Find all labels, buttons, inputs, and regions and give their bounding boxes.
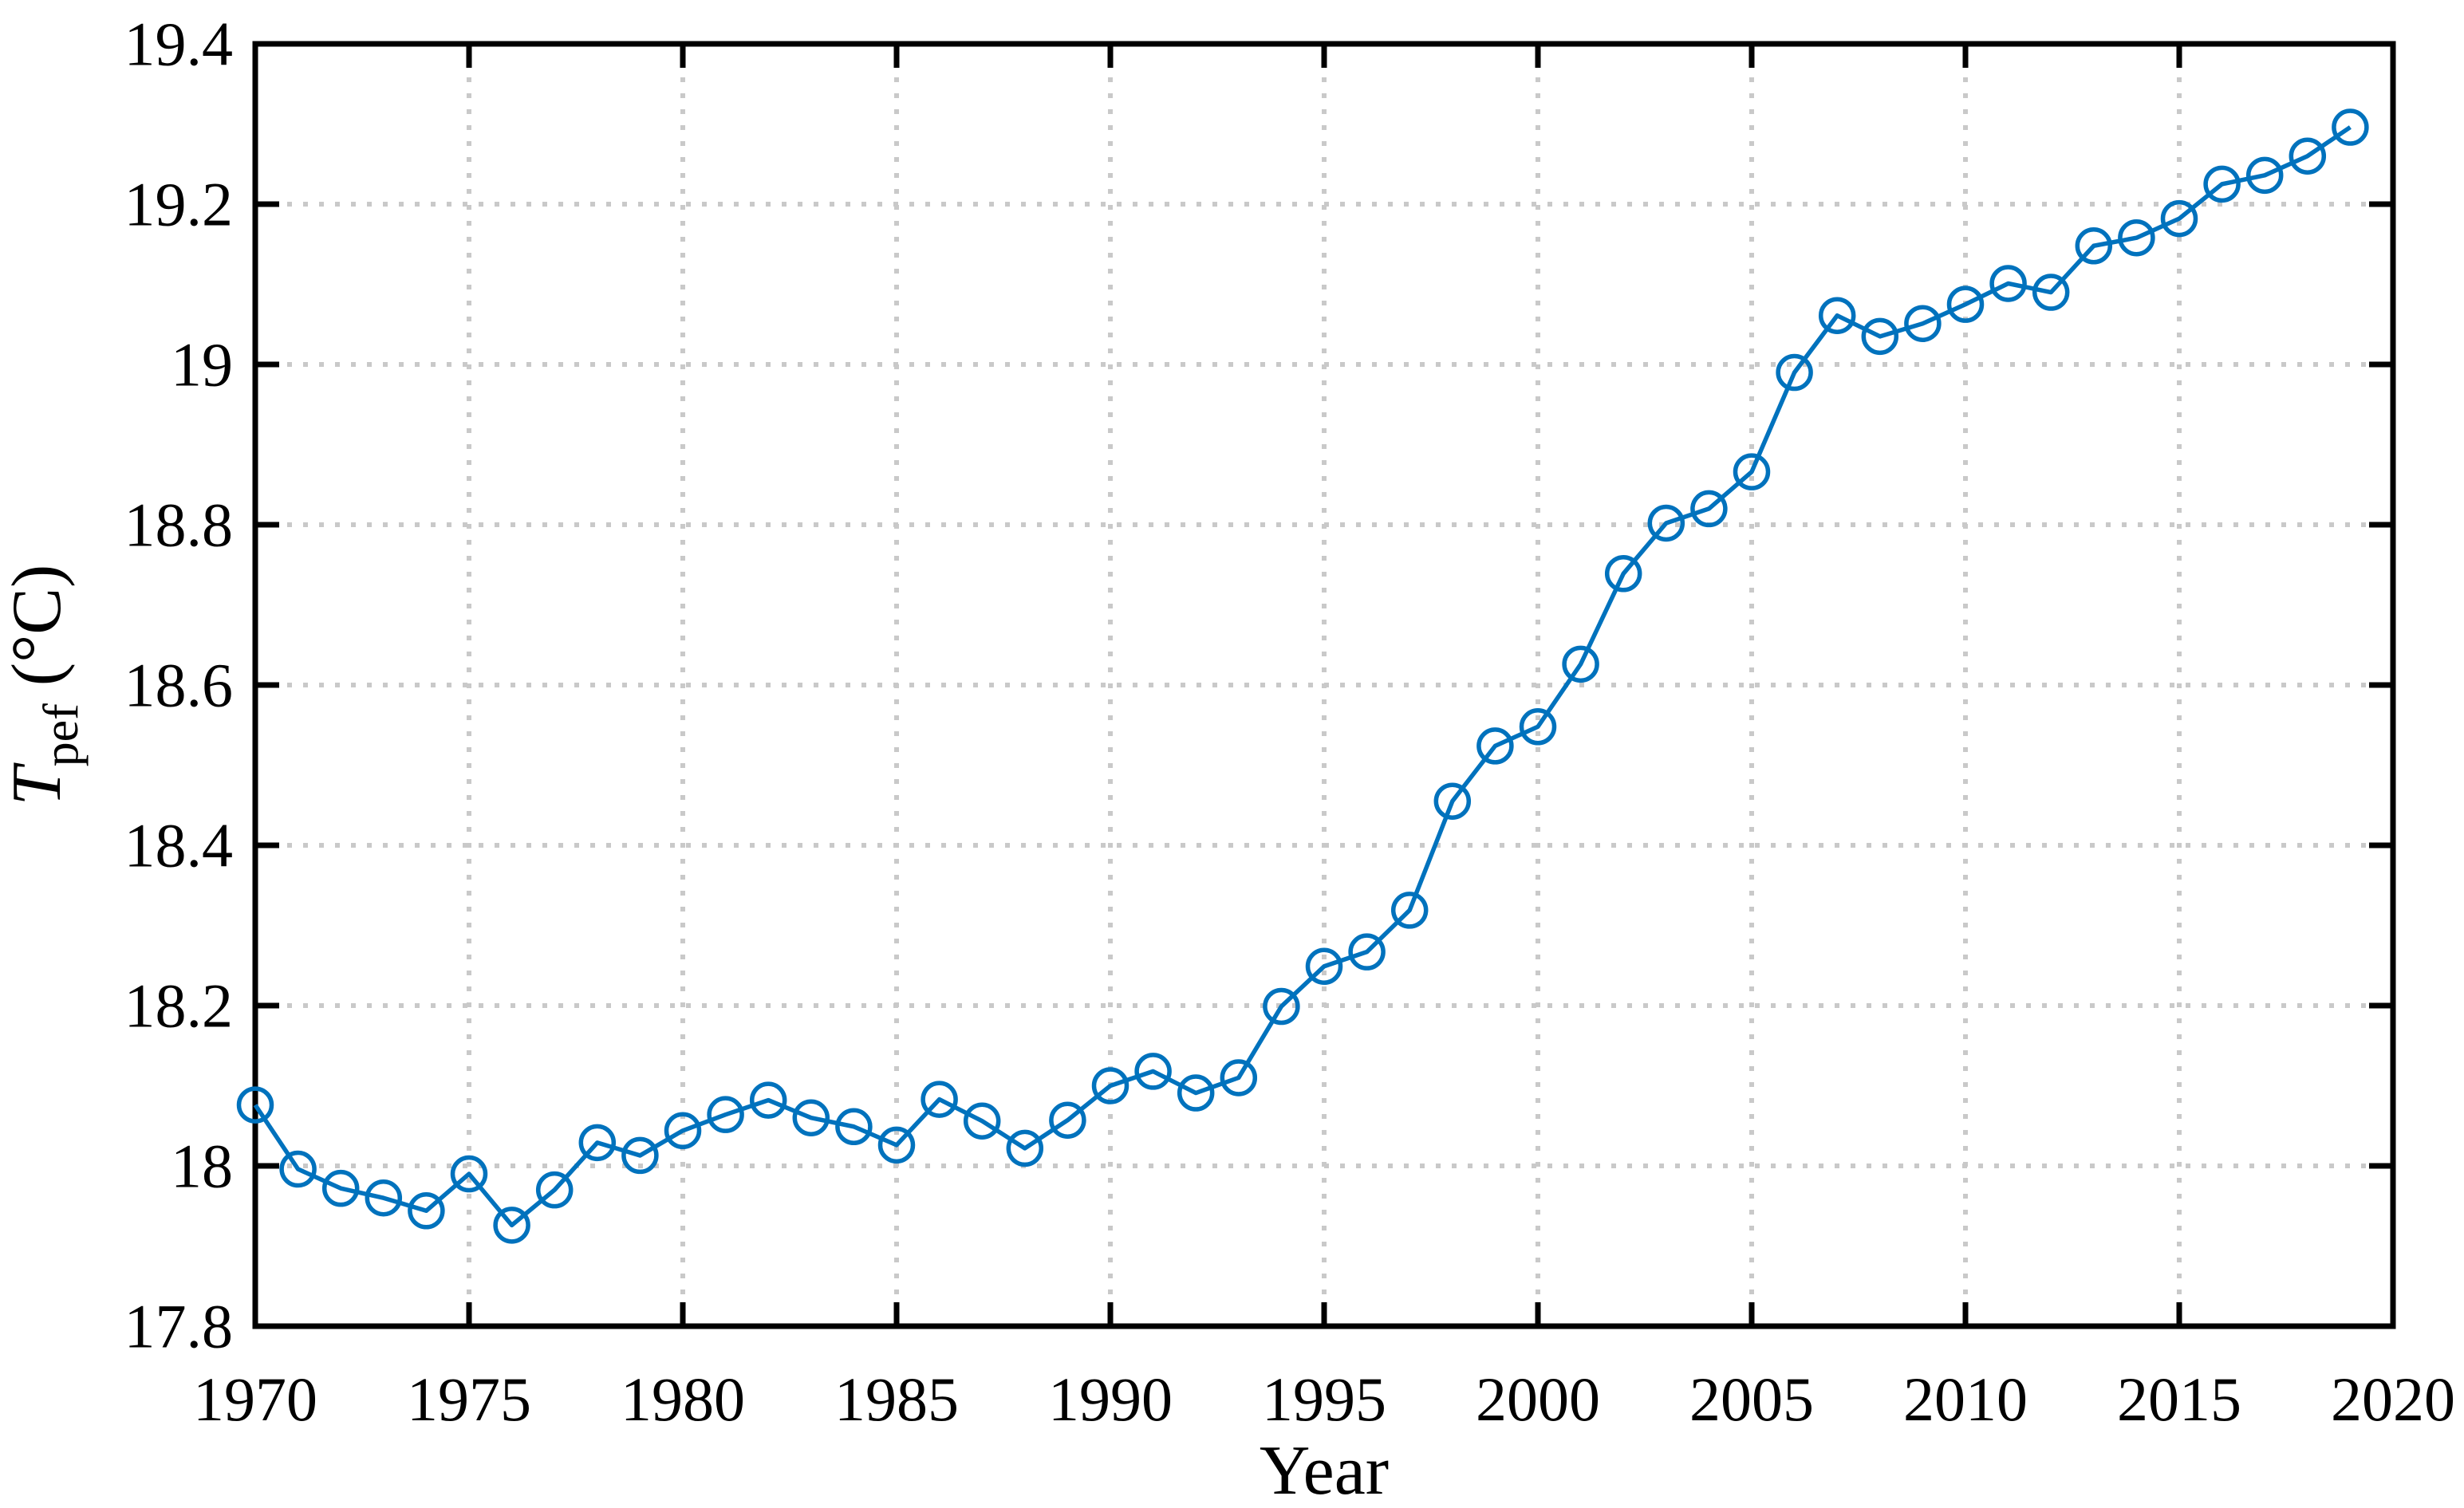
data-point-marker [365,1179,403,1217]
data-point-marker [1904,305,1942,342]
plot-border [252,41,2396,1329]
x-tick-labels: 1970 1975 1980 1985 1990 1995 2000 2005 2010 2015… [193,1364,2455,1434]
data-point-marker [1305,947,1343,986]
data-point-marker [1177,1074,1215,1112]
y-axis-label: Tpef (°C) [0,565,89,806]
data-point-marker [1776,353,1813,392]
data-point-marker [493,1207,530,1244]
y-tick-labels: 17.8 18 18.2 18.4 18.6 18.8 19 19.2 19.4 [124,10,234,1361]
data-point-marker [1604,555,1642,593]
data-point-marker [1690,490,1728,528]
data-point-marker [321,1169,360,1207]
x-tick-label: 2005 [1689,1364,1814,1434]
data-point-marker [1134,1053,1172,1090]
data-point-marker [1946,285,1985,323]
x-tick-label: 1985 [834,1364,959,1434]
data-point-marker [707,1096,744,1133]
data-point-marker [963,1102,1001,1140]
data-point-marker [1049,1101,1086,1139]
data-point-marker [1861,317,1899,356]
x-tick-label: 1990 [1048,1364,1173,1434]
data-point-marker [1006,1129,1044,1167]
x-tick-label: 2010 [1903,1364,2028,1434]
series-line [253,125,2352,1228]
y-tick-label: 18 [171,1132,233,1201]
data-point-marker [792,1099,830,1136]
data-point-marker [1220,1059,1258,1097]
data-point-marker [1647,504,1685,542]
data-point-marker [1091,1067,1129,1104]
y-tick-label: 17.8 [124,1292,234,1361]
data-point-marker [1519,708,1557,746]
data-point-marker [1476,727,1514,765]
data-point-marker [1348,933,1386,971]
x-tick-label: 2000 [1476,1364,1600,1434]
data-point-marker [835,1108,873,1146]
data-point-marker [578,1124,617,1162]
data-point-marker [2203,165,2241,203]
x-tick-label: 2020 [2331,1364,2455,1434]
data-point-marker [2289,137,2327,175]
y-tick-label: 19 [171,330,233,400]
data-point-marker [664,1112,702,1150]
data-point-marker [621,1136,659,1175]
data-point-marker [2160,199,2198,238]
data-point-marker [408,1192,445,1230]
x-tick-label: 1975 [407,1364,531,1434]
data-point-marker [921,1081,958,1118]
x-tick-label: 1980 [621,1364,745,1434]
x-tick-label: 1995 [1262,1364,1386,1434]
data-point-marker [1562,645,1599,683]
data-point-marker [749,1081,787,1119]
data-point-marker [450,1155,488,1193]
y-tick-label: 18.6 [124,651,234,720]
data-point-marker [1733,453,1771,490]
data-point-marker [2245,156,2284,195]
data-point-marker [1263,987,1300,1026]
data-point-marker [236,1086,274,1124]
x-tick-label: 2015 [2117,1364,2241,1434]
data-point-marker [2118,219,2155,257]
y-tick-label: 19.4 [124,10,234,79]
x-axis-label: Year [1260,1432,1389,1504]
data-point-marker [1433,782,1472,820]
data-point-marker [535,1171,574,1209]
data-point-marker [1989,265,2027,302]
data-series [236,108,2369,1244]
data-point-marker [2032,274,2070,311]
data-point-marker [2332,108,2369,146]
y-tick-label: 18.4 [124,811,234,880]
grid-lines [255,44,2393,1326]
data-point-marker [2075,227,2113,265]
y-tick-label: 18.2 [124,971,234,1041]
axes-box [252,41,2396,1329]
y-tick-label: 18.8 [124,490,234,560]
data-point-marker [279,1150,317,1188]
y-tick-label: 19.2 [124,170,234,239]
x-tick-label: 1970 [193,1364,317,1434]
data-point-marker [1818,297,1856,334]
data-point-marker [877,1126,916,1164]
data-point-marker [1390,892,1429,929]
